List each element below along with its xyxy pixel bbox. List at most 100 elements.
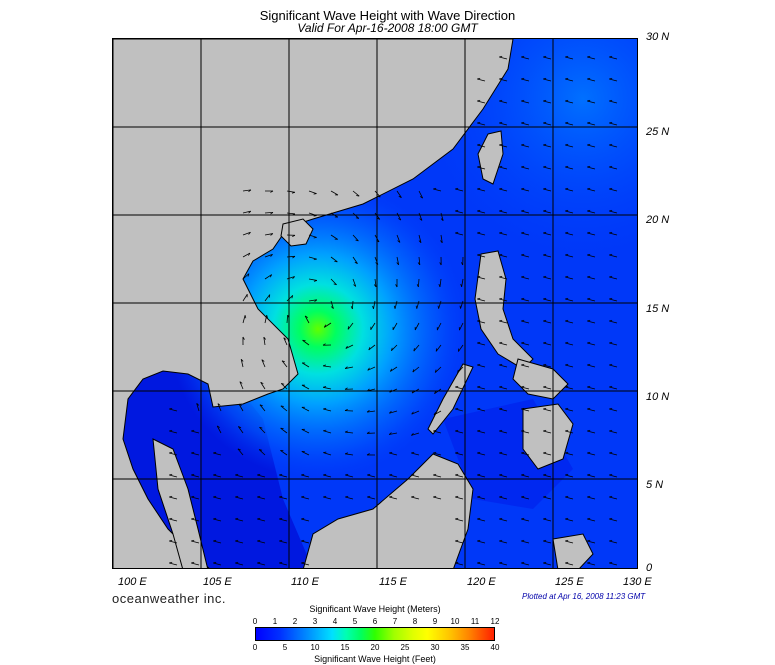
map-subtitle: Valid For Apr-16-2008 18:00 GMT bbox=[297, 21, 478, 35]
wave-arrow bbox=[477, 320, 486, 324]
wave-arrow bbox=[374, 190, 381, 198]
wave-arrow-head bbox=[169, 451, 173, 454]
meters-tick: 0 bbox=[252, 617, 258, 626]
wave-arrow bbox=[565, 320, 574, 324]
wave-arrow bbox=[565, 100, 574, 104]
wave-arrow-head bbox=[521, 231, 525, 234]
wave-arrow-head bbox=[411, 432, 414, 436]
wave-arrow bbox=[587, 100, 596, 104]
wave-arrow-head bbox=[455, 187, 459, 190]
wave-arrow-head bbox=[257, 517, 261, 520]
lat-label-0: 0 bbox=[646, 562, 653, 574]
wave-arrow-head bbox=[477, 473, 481, 476]
wave-arrow-head bbox=[287, 314, 290, 318]
wave-arrow-head bbox=[412, 369, 415, 373]
wave-arrow-head bbox=[344, 408, 348, 412]
wave-arrow bbox=[521, 188, 530, 192]
wave-arrow bbox=[330, 234, 338, 240]
wave-arrow bbox=[609, 386, 618, 390]
wave-arrow-head bbox=[565, 275, 569, 278]
wave-arrow-head bbox=[292, 213, 296, 216]
wave-arrow bbox=[301, 451, 310, 456]
wave-arrow-head bbox=[389, 473, 393, 476]
wave-arrow bbox=[301, 518, 310, 522]
meters-tick: 1 bbox=[272, 617, 278, 626]
wave-arrow-head bbox=[314, 299, 318, 302]
wave-arrow bbox=[191, 496, 200, 500]
wave-arrow-head bbox=[266, 315, 268, 319]
wave-arrow-head bbox=[438, 283, 441, 288]
wave-arrow bbox=[370, 322, 376, 330]
wave-arrow-head bbox=[499, 187, 503, 190]
sulawesi bbox=[552, 533, 594, 568]
wave-arrow-head bbox=[389, 368, 393, 372]
wave-arrow bbox=[440, 212, 444, 221]
wave-arrow bbox=[455, 518, 464, 522]
wave-arrow bbox=[347, 322, 354, 330]
wave-arrow-head bbox=[499, 231, 503, 234]
wave-arrow-head bbox=[543, 363, 547, 366]
wave-arrow-head bbox=[477, 99, 481, 102]
wave-arrow bbox=[477, 210, 486, 214]
lon-label-125: 125 E bbox=[555, 576, 584, 588]
wave-arrow-head bbox=[418, 240, 422, 244]
wave-arrow-head bbox=[345, 473, 349, 476]
wave-arrow bbox=[286, 255, 296, 258]
meters-tick: 3 bbox=[312, 617, 318, 626]
wave-arrow-head bbox=[609, 55, 613, 58]
wave-arrow-head bbox=[609, 473, 613, 476]
wave-arrow-head bbox=[169, 517, 173, 520]
wave-arrow bbox=[301, 496, 310, 500]
wave-arrow-head bbox=[565, 99, 569, 102]
wave-arrow-head bbox=[191, 517, 195, 520]
wave-arrow bbox=[521, 452, 530, 456]
wave-arrow bbox=[434, 366, 442, 373]
wave-arrow-head bbox=[609, 561, 613, 564]
wave-arrow bbox=[196, 403, 200, 412]
wave-arrow bbox=[169, 430, 178, 434]
wave-arrow-head bbox=[543, 341, 547, 344]
wave-arrow-head bbox=[587, 297, 591, 300]
wave-arrow-head bbox=[239, 381, 243, 384]
wave-arrow-head bbox=[521, 55, 525, 58]
wave-arrow bbox=[458, 344, 464, 352]
wave-arrow-head bbox=[499, 275, 503, 278]
wave-arrow bbox=[477, 408, 486, 412]
wave-arrow bbox=[396, 256, 400, 265]
lon-label-110: 110 E bbox=[291, 576, 319, 588]
wave-arrow bbox=[301, 362, 310, 368]
wave-arrow-head bbox=[565, 121, 569, 124]
wave-arrow-head bbox=[543, 429, 547, 432]
wave-arrow-head bbox=[565, 77, 569, 80]
wave-arrow-head bbox=[499, 561, 503, 564]
wave-arrow bbox=[499, 342, 508, 346]
wave-arrow bbox=[587, 144, 596, 148]
wave-arrow bbox=[455, 540, 464, 544]
wave-arrow bbox=[521, 122, 530, 126]
wave-arrow-head bbox=[565, 363, 569, 366]
wave-arrow-head bbox=[345, 495, 349, 498]
wave-arrow-head bbox=[477, 539, 481, 542]
wave-arrow bbox=[565, 210, 574, 214]
wave-arrow-head bbox=[455, 539, 459, 542]
wave-map[interactable] bbox=[112, 38, 638, 569]
wave-arrow bbox=[609, 298, 618, 302]
wave-arrow-head bbox=[521, 539, 525, 542]
lat-label-10: 10 N bbox=[646, 391, 670, 403]
wave-arrow bbox=[235, 496, 244, 500]
wave-arrow bbox=[565, 386, 574, 390]
wave-arrow-head bbox=[543, 55, 547, 58]
wave-arrow-head bbox=[565, 187, 569, 190]
wave-arrow-head bbox=[587, 55, 591, 58]
wave-arrow-head bbox=[543, 165, 547, 168]
wave-arrow bbox=[345, 474, 354, 478]
wave-arrow-head bbox=[366, 388, 370, 392]
wave-arrow bbox=[352, 234, 359, 242]
wave-arrow-head bbox=[437, 305, 440, 309]
wave-arrow-head bbox=[587, 473, 591, 476]
wave-arrow-head bbox=[543, 297, 547, 300]
wave-arrow-head bbox=[455, 429, 459, 432]
wave-arrow bbox=[281, 360, 288, 368]
wave-arrow bbox=[609, 518, 618, 522]
wave-arrow bbox=[264, 253, 273, 258]
